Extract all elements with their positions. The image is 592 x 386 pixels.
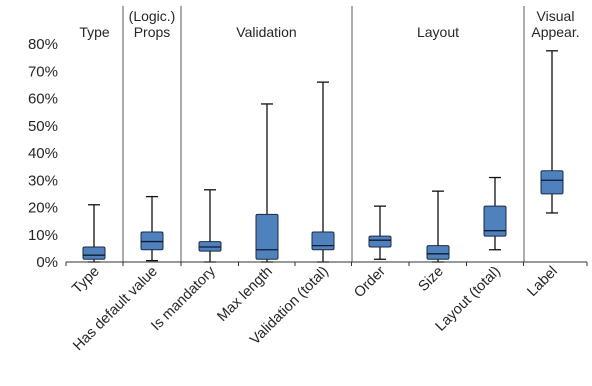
iqr-box-label xyxy=(541,171,563,194)
y-tick-label-30: 30% xyxy=(28,172,58,189)
group-labels: Type (Logic.)Props Validation Layout VisualA… xyxy=(79,8,579,40)
iqr-box-validation-total xyxy=(312,232,334,250)
box-label xyxy=(541,51,563,213)
iqr-box-has-default-value xyxy=(141,232,163,250)
group-label-layout: Layout xyxy=(417,24,459,40)
y-tick-label-60: 60% xyxy=(28,91,58,108)
iqr-box-max-length xyxy=(256,214,278,259)
y-tick-label-80: 80% xyxy=(28,36,58,53)
iqr-box-size xyxy=(427,246,449,260)
box-max-length xyxy=(256,104,278,262)
group-label-appear: Appear. xyxy=(531,24,579,40)
box-series xyxy=(83,51,563,262)
group-label-type: Type xyxy=(79,24,110,40)
box-order xyxy=(369,206,391,259)
y-tick-label-0: 0% xyxy=(36,254,58,271)
box-validation-total xyxy=(312,82,334,262)
y-tick-label-40: 40% xyxy=(28,145,58,162)
box-type xyxy=(83,205,105,262)
group-label-props: Props xyxy=(134,24,171,40)
group-label-visual: Visual xyxy=(537,8,575,24)
y-axis-tick-labels: 0% 10% 20% 30% 40% 50% 60% 70% 80% xyxy=(28,36,58,271)
category-label-order: Order xyxy=(351,263,389,301)
category-label-size: Size xyxy=(416,264,447,295)
box-layout-total xyxy=(484,178,506,250)
box-has-default-value xyxy=(141,197,163,261)
box-size xyxy=(427,191,449,262)
category-label-type: Type xyxy=(69,264,103,298)
y-tick-label-10: 10% xyxy=(28,227,58,244)
iqr-box-layout-total xyxy=(484,206,506,236)
y-tick-label-50: 50% xyxy=(28,118,58,135)
y-tick-label-70: 70% xyxy=(28,63,58,80)
iqr-box-type xyxy=(83,247,105,259)
y-tick-label-20: 20% xyxy=(28,200,58,217)
iqr-box-order xyxy=(369,236,391,247)
iqr-box-is-mandatory xyxy=(199,242,221,252)
group-label-validation: Validation xyxy=(236,24,296,40)
box-is-mandatory xyxy=(199,190,221,262)
category-label-max-length: Max length xyxy=(214,264,275,325)
group-label-logic: (Logic.) xyxy=(129,8,176,24)
category-label-label: Label xyxy=(524,264,560,300)
